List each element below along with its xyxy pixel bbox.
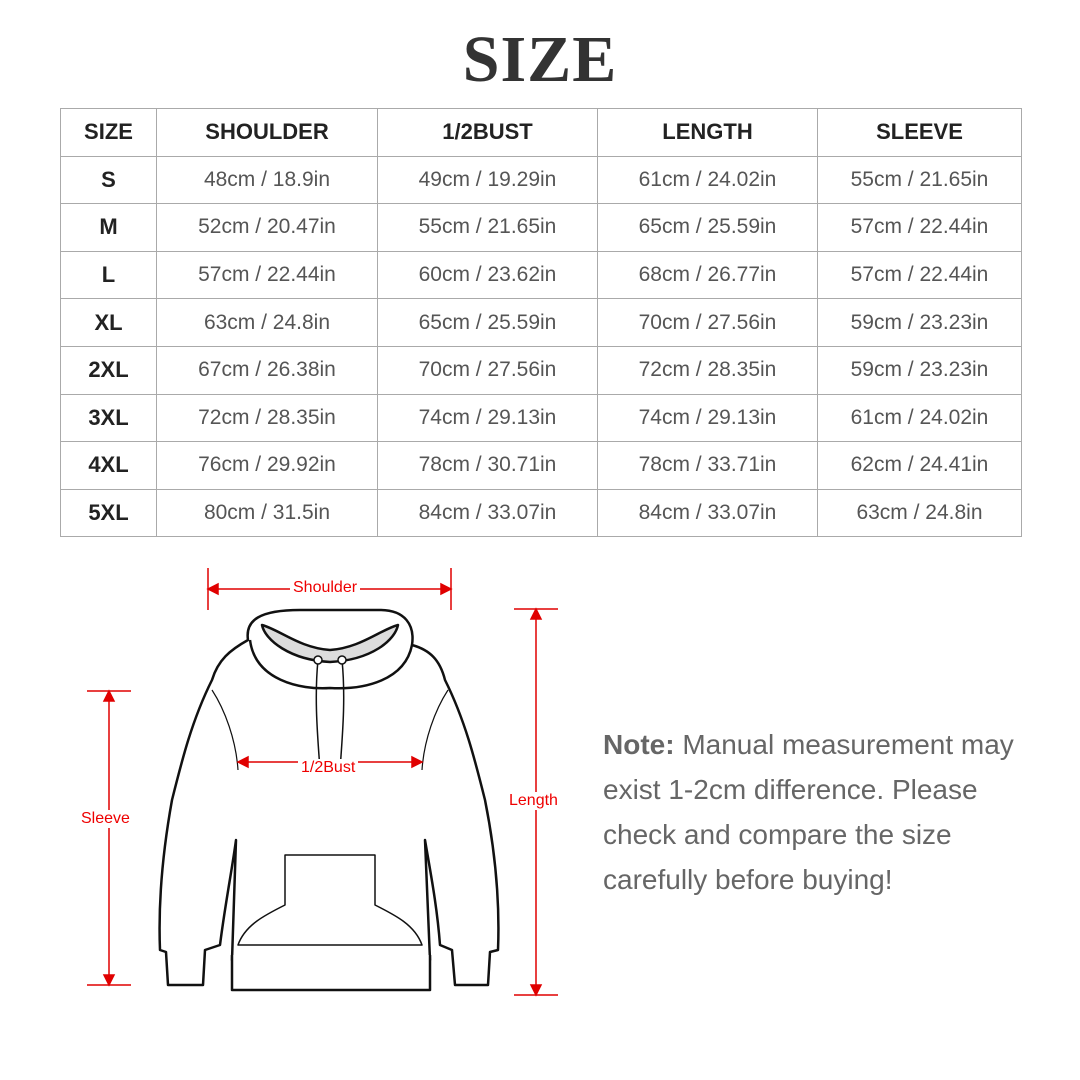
column-header: 1/2BUST (377, 108, 598, 157)
measurement-cell: 68cm / 26.77in (597, 250, 818, 300)
measurement-cell: 74cm / 29.13in (597, 393, 818, 443)
table-header-row: SIZE SHOULDER 1/2BUST LENGTH SLEEVE (60, 108, 1022, 157)
measurement-cell: 63cm / 24.8in (817, 488, 1022, 538)
size-cell: 3XL (60, 393, 157, 443)
measurement-cell: 57cm / 22.44in (817, 250, 1022, 300)
measurement-cell: 84cm / 33.07in (377, 488, 598, 538)
table-row: 2XL 67cm / 26.38in 70cm / 27.56in 72cm / 28… (60, 345, 1022, 395)
table-row: S 48cm / 18.9in 49cm / 19.29in 61cm / 24.02… (60, 155, 1022, 205)
column-header: SLEEVE (817, 108, 1022, 157)
measurement-cell: 78cm / 33.71in (597, 441, 818, 490)
hoodie-outline-icon (158, 608, 500, 992)
measurement-cell: 49cm / 19.29in (377, 155, 598, 205)
measurement-cell: 70cm / 27.56in (597, 298, 818, 347)
measurement-cell: 65cm / 25.59in (597, 203, 818, 252)
column-header: LENGTH (597, 108, 818, 157)
sleeve-label: Sleeve (78, 810, 133, 828)
size-table: SIZE SHOULDER 1/2BUST LENGTH SLEEVE S 48cm / … (60, 108, 1022, 538)
note-label: Note: (603, 729, 675, 760)
note: Note: Manual measurement may exist 1-2cm… (603, 722, 1023, 902)
length-label: Length (506, 792, 561, 810)
measurement-cell: 59cm / 23.23in (817, 345, 1022, 395)
measurement-cell: 70cm / 27.56in (377, 345, 598, 395)
table-row: 4XL 76cm / 29.92in 78cm / 30.71in 78cm / 33… (60, 441, 1022, 490)
measurement-cell: 48cm / 18.9in (156, 155, 378, 205)
measurement-cell: 61cm / 24.02in (817, 393, 1022, 443)
measurement-cell: 84cm / 33.07in (597, 488, 818, 538)
measurement-cell: 60cm / 23.62in (377, 250, 598, 300)
measurement-cell: 59cm / 23.23in (817, 298, 1022, 347)
page-title: SIZE (462, 23, 618, 96)
size-cell: 5XL (60, 488, 157, 538)
measurement-cell: 80cm / 31.5in (156, 488, 378, 538)
measurement-cell: 61cm / 24.02in (597, 155, 818, 205)
measurement-cell: 55cm / 21.65in (377, 203, 598, 252)
table-row: 3XL 72cm / 28.35in 74cm / 29.13in 74cm / 29… (60, 393, 1022, 443)
table-row: M 52cm / 20.47in 55cm / 21.65in 65cm / 25.5… (60, 203, 1022, 252)
table-row: 5XL 80cm / 31.5in 84cm / 33.07in 84cm / 33.… (60, 488, 1022, 538)
measurement-cell: 76cm / 29.92in (156, 441, 378, 490)
size-cell: XL (60, 298, 157, 347)
bust-label: 1/2Bust (298, 759, 359, 777)
table-row: L 57cm / 22.44in 60cm / 23.62in 68cm / 26.7… (60, 250, 1022, 300)
note-text: Manual measurement may exist 1-2cm diffe… (603, 729, 1014, 895)
column-header: SIZE (60, 108, 157, 157)
measurement-cell: 52cm / 20.47in (156, 203, 378, 252)
measurement-cell: 55cm / 21.65in (817, 155, 1022, 205)
measurement-cell: 72cm / 28.35in (597, 345, 818, 395)
shoulder-label: Shoulder (290, 579, 361, 597)
column-header: SHOULDER (156, 108, 378, 157)
measurement-cell: 57cm / 22.44in (156, 250, 378, 300)
size-cell: S (60, 155, 157, 205)
measurement-cell: 74cm / 29.13in (377, 393, 598, 443)
measurement-cell: 57cm / 22.44in (817, 203, 1022, 252)
measurement-cell: 78cm / 30.71in (377, 441, 598, 490)
measurement-cell: 72cm / 28.35in (156, 393, 378, 443)
